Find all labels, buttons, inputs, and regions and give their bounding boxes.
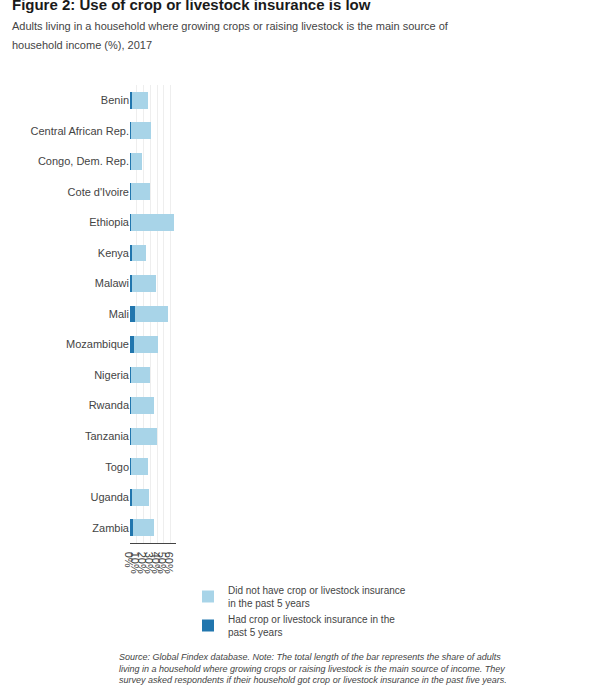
- svg-text:Zambia: Zambia: [92, 522, 130, 534]
- svg-text:Congo, Dem. Rep.: Congo, Dem. Rep.: [38, 155, 129, 167]
- svg-text:Tanzania: Tanzania: [85, 430, 130, 442]
- svg-text:Source: Global Findex database: Source: Global Findex database. Note: Th…: [119, 652, 507, 685]
- svg-text:Mozambique: Mozambique: [66, 338, 129, 350]
- svg-text:50%: 50%: [156, 552, 168, 574]
- svg-text:Ethiopia: Ethiopia: [89, 216, 130, 228]
- svg-text:Malawi: Malawi: [95, 277, 129, 289]
- svg-text:20%: 20%: [136, 552, 148, 574]
- svg-text:Cote d'Ivoire: Cote d'Ivoire: [68, 186, 129, 198]
- svg-text:60%: 60%: [163, 552, 175, 574]
- svg-text:Nigeria: Nigeria: [94, 369, 130, 381]
- svg-text:Kenya: Kenya: [98, 247, 130, 259]
- svg-text:30%: 30%: [143, 552, 155, 574]
- svg-text:Did not have crop or livestock: Did not have crop or livestock insurance…: [228, 585, 406, 609]
- svg-text:40%: 40%: [150, 552, 162, 574]
- svg-text:Togo: Togo: [105, 461, 129, 473]
- svg-text:Central African Rep.: Central African Rep.: [31, 125, 129, 137]
- svg-text:0%: 0%: [123, 552, 135, 568]
- svg-text:Uganda: Uganda: [90, 491, 129, 503]
- svg-text:10%: 10%: [129, 552, 141, 574]
- svg-text:Rwanda: Rwanda: [89, 399, 130, 411]
- svg-text:Benin: Benin: [101, 94, 129, 106]
- svg-text:Had crop or livestock insuranc: Had crop or livestock insurance in thepa…: [228, 614, 395, 638]
- svg-text:Figure 2: Use of crop or lives: Figure 2: Use of crop or livestock insur…: [12, 0, 449, 51]
- svg-text:Mali: Mali: [109, 308, 129, 320]
